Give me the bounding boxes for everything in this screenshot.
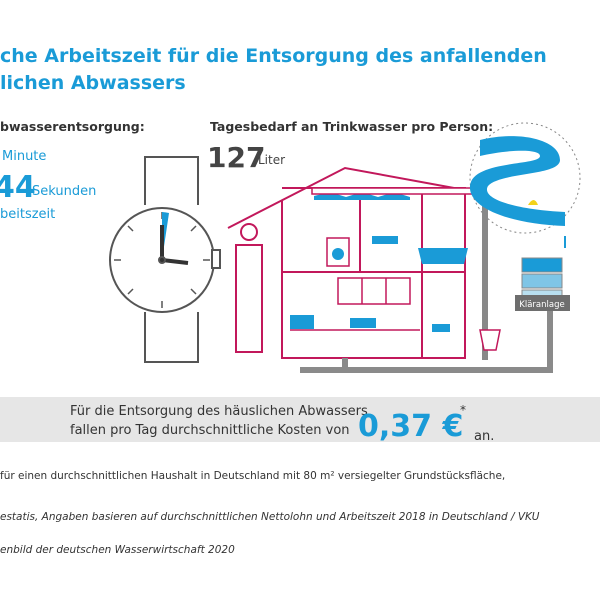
footnote: enbild der deutschen Wasserwirtschaft 20… (0, 544, 235, 556)
daily-value: 127 (207, 141, 265, 174)
right-label: Tagesbedarf an Trinkwasser pro Person: (210, 119, 493, 134)
left-label: bwasserentsorgung: (0, 119, 145, 134)
cost-suffix: an. (474, 429, 494, 444)
house (227, 166, 553, 373)
treatment-plant: Kläranlage (515, 236, 570, 311)
daily-unit: Liter (258, 153, 285, 167)
minutes: Minute (2, 149, 46, 164)
title-line: che Arbeitszeit für die Entsorgung des a… (0, 45, 547, 67)
river (469, 122, 581, 234)
plant-label: Kläranlage (519, 300, 564, 310)
cost-text: fallen pro Tag durchschnittliche Kosten … (70, 423, 350, 438)
cost-value: 0,37 € (358, 409, 463, 444)
seconds-value: 44 (0, 170, 36, 205)
cost-band (0, 397, 600, 442)
footnote: estatis, Angaben basieren auf durchschni… (0, 511, 540, 523)
worktime: beitszeit (0, 207, 55, 222)
footnote: für einen durchschnittlichen Haushalt in… (0, 470, 505, 482)
seconds-unit: Sekunden (32, 184, 96, 199)
watch (109, 156, 221, 363)
cost-asterisk: * (460, 403, 466, 417)
cost-text: Für die Entsorgung des häuslichen Abwass… (70, 404, 368, 419)
title-line: lichen Abwassers (0, 72, 186, 94)
